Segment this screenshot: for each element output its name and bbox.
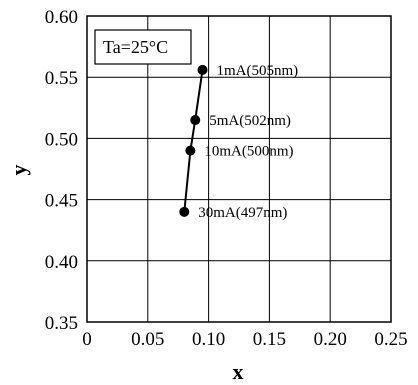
y-tick-label: 0.50 xyxy=(45,129,78,150)
plot-frame xyxy=(86,15,392,323)
data-point-label: 1mA(505nm) xyxy=(217,63,299,79)
data-point xyxy=(190,115,201,126)
y-tick-label: 0.40 xyxy=(45,252,78,273)
y-tick-label: 0.55 xyxy=(45,68,78,89)
y-tick-label: 0.35 xyxy=(45,313,78,334)
annotation-box: Ta=25°C xyxy=(94,29,192,65)
x-tick-label: 0 xyxy=(82,329,92,350)
data-point xyxy=(185,145,196,156)
x-axis-title: x xyxy=(233,359,244,384)
y-tick-label: 0.60 xyxy=(45,7,78,28)
annotation-text: Ta=25°C xyxy=(103,37,168,57)
data-point-label: 10mA(500nm) xyxy=(204,144,293,160)
x-tick-label: 0.05 xyxy=(131,329,164,350)
data-point-label: 30mA(497nm) xyxy=(198,205,287,221)
x-tick-label: 0.15 xyxy=(253,329,286,350)
x-tick-label: 0.25 xyxy=(374,329,407,350)
y-tick-label: 0.45 xyxy=(45,191,78,212)
y-axis-title: y xyxy=(6,165,31,176)
x-tick-label: 0.20 xyxy=(314,329,347,350)
series-line xyxy=(183,69,204,212)
data-series: 1mA(505nm) 5mA(502nm) 10mA(500nm) 30mA(497n… xyxy=(179,63,298,221)
data-point xyxy=(197,64,208,75)
tick-labels: 0 0.05 0.10 0.15 0.20 0.25 0.35 0.40 0.45 0.50 0.5… xyxy=(45,7,408,350)
grid-lines xyxy=(87,16,391,322)
annotation-frame xyxy=(94,29,192,65)
data-point-label: 5mA(502nm) xyxy=(209,113,291,129)
x-tick-label: 0.10 xyxy=(192,329,225,350)
data-point xyxy=(179,206,190,217)
